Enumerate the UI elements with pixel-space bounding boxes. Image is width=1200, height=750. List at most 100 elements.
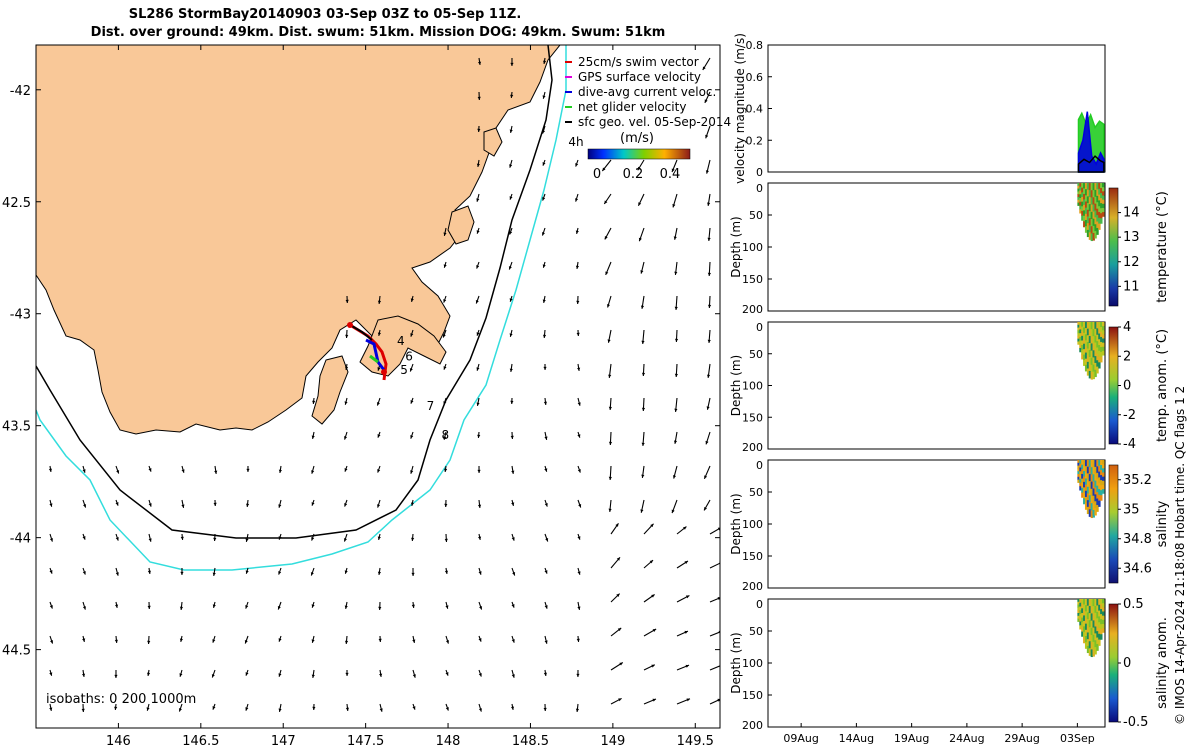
section-cell — [1100, 485, 1103, 491]
velocity-arrow-head — [82, 469, 86, 473]
section-cell — [1084, 605, 1088, 612]
section-cell — [1079, 205, 1082, 210]
depth-y-tick-label: 100 — [742, 241, 763, 254]
velocity-arrow-head — [575, 198, 579, 202]
velocity-arrow-head — [704, 475, 708, 479]
section-cell — [1079, 471, 1082, 476]
velocity-arrow-shaft — [709, 631, 720, 637]
section-cell — [1083, 188, 1086, 195]
section-cell — [1088, 606, 1092, 614]
figure-title: SL286 StormBay20140903 03-Sep 03Z to 05-… — [129, 7, 522, 22]
day-markers: 4h 465 7 8 — [397, 135, 584, 442]
section-cell — [1096, 599, 1099, 606]
velocity-arrow-head — [445, 707, 449, 711]
velocity-arrow-head — [476, 367, 480, 371]
section-cell — [1079, 610, 1082, 615]
section-cell — [1077, 335, 1080, 340]
section-cell — [1098, 223, 1101, 230]
velocity-arrow-head — [114, 604, 119, 608]
velocity-arrow-head — [641, 372, 646, 376]
section-cell — [1088, 620, 1092, 628]
section-cell — [1098, 194, 1101, 201]
section-cell — [1094, 494, 1097, 502]
section-cell — [1100, 188, 1103, 194]
section-cell — [1083, 332, 1086, 339]
velocity-arrow-head — [641, 442, 645, 446]
section-cell — [1086, 480, 1090, 488]
velocity-arrow-head — [81, 673, 86, 677]
velocity-arrow-head — [705, 134, 709, 139]
velocity-arrow-head — [410, 298, 414, 302]
section-cell — [1092, 336, 1095, 344]
section-cell — [1084, 617, 1088, 625]
section-cell — [1096, 366, 1099, 374]
velocity-arrow-head — [412, 639, 416, 643]
velocity-arrow-head — [48, 468, 53, 472]
section-cell — [1102, 615, 1105, 621]
velocity-arrow-head — [685, 664, 690, 668]
velocity-arrow-head — [477, 504, 482, 508]
section-cell — [1092, 606, 1095, 614]
colorbar-tick-1: 0.2 — [623, 167, 644, 182]
glider-track — [347, 322, 388, 381]
section-cell — [1090, 649, 1094, 658]
velocity-arrow-head — [577, 606, 581, 610]
velocity-arrow-head — [147, 570, 151, 574]
track-green — [369, 354, 379, 364]
section-cell — [1092, 204, 1095, 213]
section-cell — [1081, 487, 1084, 494]
section-cell — [1086, 203, 1090, 211]
section-cell — [1077, 601, 1080, 606]
velocity-arrow-head — [608, 476, 612, 480]
velocity-arrow-head — [510, 62, 514, 66]
section-cell — [1081, 483, 1084, 489]
section-cell — [1086, 473, 1090, 481]
section-cell — [1079, 617, 1082, 622]
colorbar-label: salinity — [1155, 500, 1170, 547]
colorbar-label: salinity anom. — [1155, 617, 1170, 709]
velocity-arrow-head — [409, 368, 413, 372]
section-cell — [1084, 629, 1088, 637]
track-start-marker — [347, 322, 353, 328]
velocity-arrow-head — [543, 366, 547, 370]
velocity-arrow-head — [511, 604, 515, 608]
section-cell — [1102, 472, 1105, 478]
section-cell — [1092, 329, 1095, 337]
section-cell — [1083, 470, 1086, 477]
section-cell — [1096, 221, 1099, 229]
velocity-arrow-head — [245, 672, 249, 676]
salinity-colorbar — [1108, 464, 1119, 584]
section-cell — [1084, 183, 1088, 190]
section-cell — [1088, 335, 1092, 344]
section-cell — [1088, 627, 1092, 635]
velocity-arrow-head — [671, 168, 675, 173]
section-cell — [1079, 599, 1082, 604]
velocity-arrow-head — [377, 332, 381, 336]
velocity-arrow-head — [543, 707, 547, 711]
section-cell — [1088, 183, 1092, 191]
section-cell — [1096, 492, 1099, 500]
section-cell — [1088, 648, 1092, 656]
velocity-arrow-head — [510, 94, 514, 98]
section-cell — [1090, 467, 1094, 475]
velocity-arrow-head — [146, 707, 150, 711]
section-cell — [1090, 364, 1094, 373]
velocity-arrow-head — [311, 604, 315, 608]
velocity-arrow-head — [674, 338, 679, 342]
section-cell — [1077, 604, 1080, 608]
section-cell — [1081, 201, 1084, 207]
velocity-arrow-head — [376, 402, 380, 406]
section-cell — [1079, 333, 1082, 338]
section-cell — [1083, 322, 1086, 328]
velocity-arrow-head — [684, 630, 688, 634]
section-cell — [1088, 363, 1092, 372]
section-cell — [1090, 642, 1094, 650]
section-cell — [1083, 193, 1086, 200]
section-cell — [1100, 619, 1103, 625]
section-cell — [1098, 610, 1101, 617]
section-cell — [1094, 362, 1097, 371]
velocity-arrow-head — [377, 571, 382, 575]
section-cell — [1088, 349, 1092, 358]
section-cell — [1090, 510, 1094, 519]
